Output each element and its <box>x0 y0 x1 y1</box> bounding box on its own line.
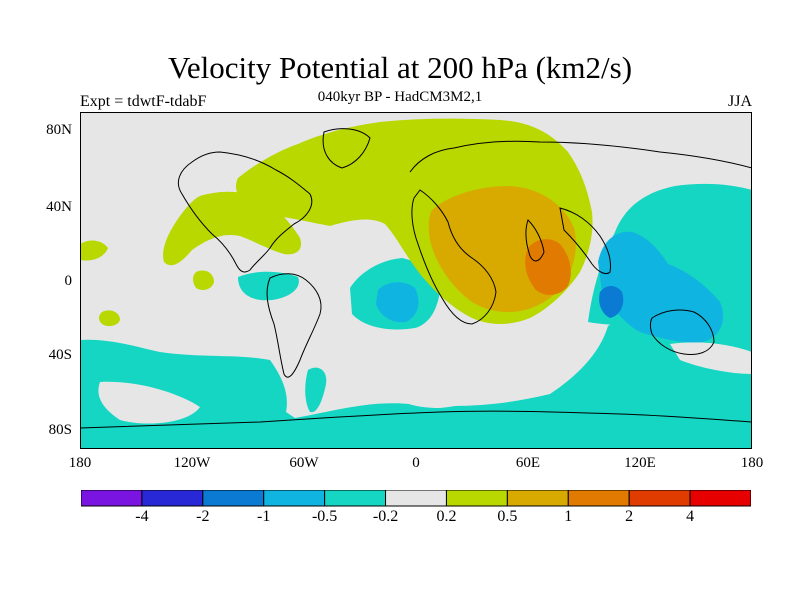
strong-negative-regions <box>376 231 724 343</box>
colorbar-box <box>445 490 508 507</box>
velocity-potential-map <box>80 112 752 449</box>
colorbar-box <box>628 490 691 507</box>
lon-label-180e: 180 <box>740 455 764 471</box>
south-america-coast <box>266 273 322 378</box>
lon-label-60e: 60E <box>515 455 541 471</box>
colorbar-label: 2 <box>625 508 634 525</box>
north-america-high <box>163 191 302 266</box>
lon-label-120e: 120E <box>624 455 656 471</box>
pacific-blob-2 <box>99 310 120 327</box>
antarctica-coast <box>80 410 752 429</box>
arabian-sea-core <box>525 239 571 295</box>
colorbar-box <box>141 490 204 507</box>
colorbar-label: -2 <box>196 508 210 525</box>
colorbar-box <box>202 490 265 507</box>
colorbar-label: -4 <box>135 508 149 525</box>
lat-label-80n: 80N <box>46 122 72 138</box>
colorbar-box <box>81 490 143 507</box>
eurasia-coast <box>409 140 752 325</box>
colorbar-box <box>689 490 751 507</box>
season-label: JJA <box>727 93 752 110</box>
colorbar-label: 0.5 <box>497 508 518 525</box>
southwest-pacific-gap <box>670 342 752 374</box>
greenland-coast <box>322 128 371 169</box>
map-frame <box>80 112 752 449</box>
maritime-continent-low <box>598 231 724 343</box>
lat-label-eq: 0 <box>64 273 73 289</box>
colorbar-label: -1 <box>257 508 271 525</box>
southern-ocean-gap <box>98 381 200 424</box>
southeast-asia-coast <box>559 207 611 275</box>
lon-label-60w: 60W <box>289 455 319 471</box>
alaska-high <box>80 240 108 261</box>
colorbar-label: -0.5 <box>311 508 338 525</box>
lon-label-180w: 180 <box>68 455 92 471</box>
colorbar-box <box>567 490 630 507</box>
pacific-blob-1 <box>193 270 214 290</box>
colorbar-box <box>263 490 326 507</box>
east-pacific-low <box>238 271 299 301</box>
south-america-west-low <box>305 367 327 413</box>
lat-label-80s: 80S <box>48 422 72 438</box>
map-subtitle: 040kyr BP - HadCM3M2,1 <box>317 89 483 105</box>
colorbar-label: 4 <box>686 508 695 525</box>
colorbar-box <box>385 490 447 507</box>
indonesia-core <box>599 286 624 318</box>
experiment-label: Expt = tdwtF-tdabF <box>80 93 207 110</box>
north-america-coast <box>177 151 313 273</box>
colorbar <box>81 490 751 507</box>
south-atlantic-core <box>376 282 419 323</box>
colorbar-box <box>506 490 569 507</box>
colorbar-label: -0.2 <box>372 508 399 525</box>
strong-positive-regions <box>525 239 571 295</box>
colorbar-box <box>324 490 387 507</box>
map-title: Velocity Potential at 200 hPa (km2/s) <box>167 50 633 85</box>
lat-label-40n: 40N <box>46 199 72 215</box>
lat-label-40s: 40S <box>48 347 72 363</box>
strongest-negative-regions <box>599 286 624 318</box>
colorbar-label: 1 <box>564 508 573 525</box>
colorbar-label: 0.2 <box>436 508 457 525</box>
lon-label-120w: 120W <box>173 455 211 471</box>
south-atlantic-gap <box>380 372 520 408</box>
australia-coast <box>650 309 715 355</box>
india-coast <box>525 219 545 262</box>
coastlines <box>80 128 752 429</box>
southern-ocean-band <box>80 312 752 449</box>
lon-label-0: 0 <box>412 455 420 471</box>
